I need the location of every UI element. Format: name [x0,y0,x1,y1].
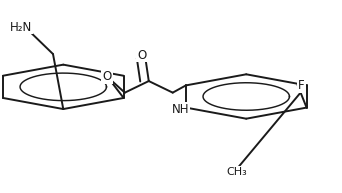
Text: NH: NH [172,102,189,116]
Text: H₂N: H₂N [9,20,32,34]
Text: F: F [298,79,305,92]
Text: O: O [137,48,147,62]
Text: O: O [102,70,112,83]
Text: CH₃: CH₃ [227,167,247,177]
